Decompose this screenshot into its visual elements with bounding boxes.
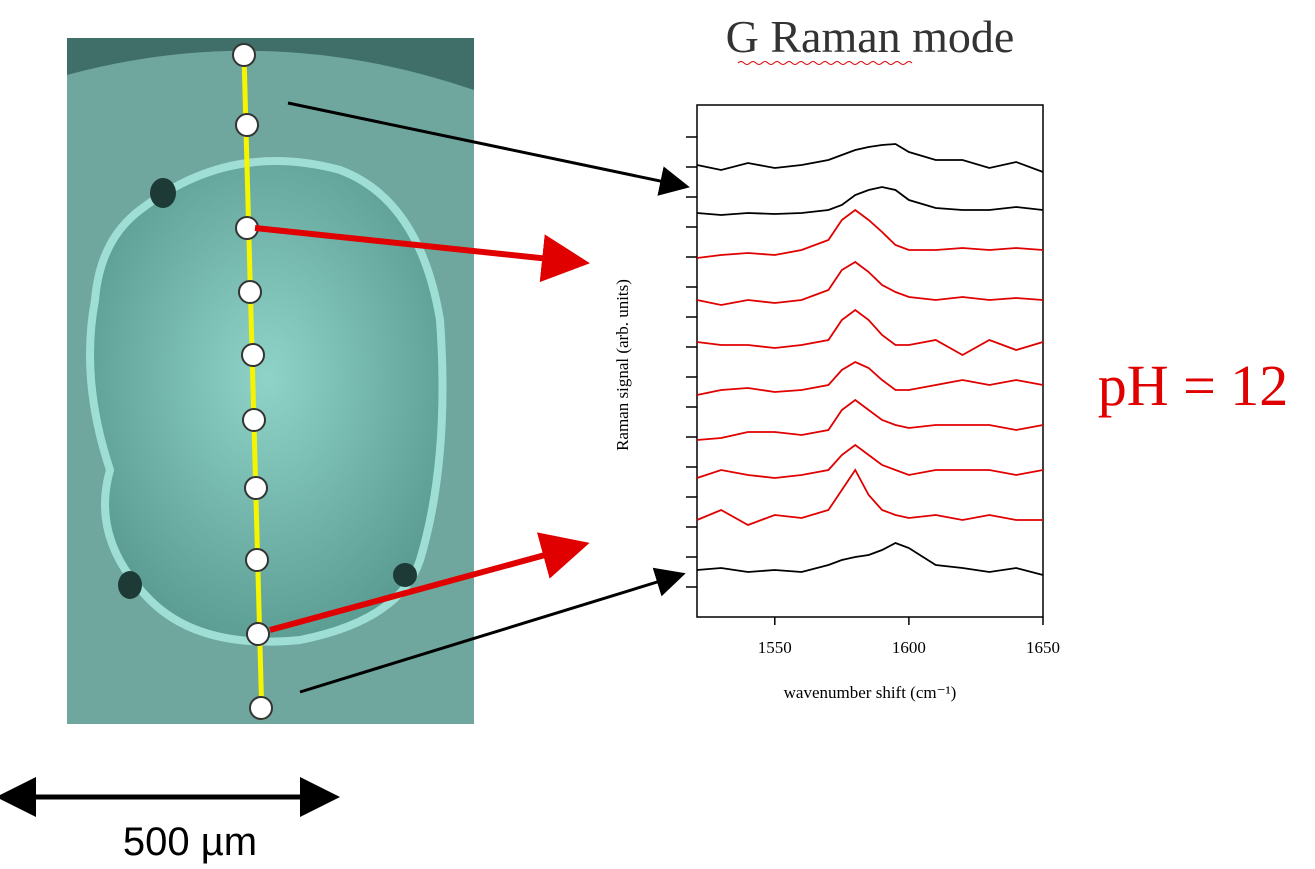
chart-title: G Raman mode: [726, 11, 1015, 62]
x-tick-label: 1650: [1026, 638, 1060, 657]
pointer-arrows: [254, 101, 690, 694]
ph-label: pH = 12: [1098, 353, 1289, 418]
scale-label: 500 µm: [123, 820, 257, 864]
spectrum-line: [696, 443, 1044, 479]
spectrum-line: [696, 468, 1043, 526]
spell-underline: [737, 61, 913, 65]
y-axis-label: Raman signal (arb. units): [613, 279, 632, 451]
spectrum-line: [696, 143, 1044, 173]
spectrum-line: [696, 308, 1044, 357]
spectrum-line: [696, 260, 1044, 306]
spectrum-line: [696, 208, 1044, 259]
spectrum-line: [696, 360, 1044, 396]
micrograph: [67, 38, 474, 725]
spectrum-line: [696, 398, 1044, 441]
x-axis-label: wavenumber shift (cm⁻¹): [784, 683, 957, 702]
x-tick-label: 1600: [892, 638, 926, 657]
plot-frame: [696, 104, 1044, 618]
spectrum-line: [696, 542, 1044, 576]
spectrum-line: [696, 186, 1044, 216]
x-tick-label: 1550: [758, 638, 792, 657]
